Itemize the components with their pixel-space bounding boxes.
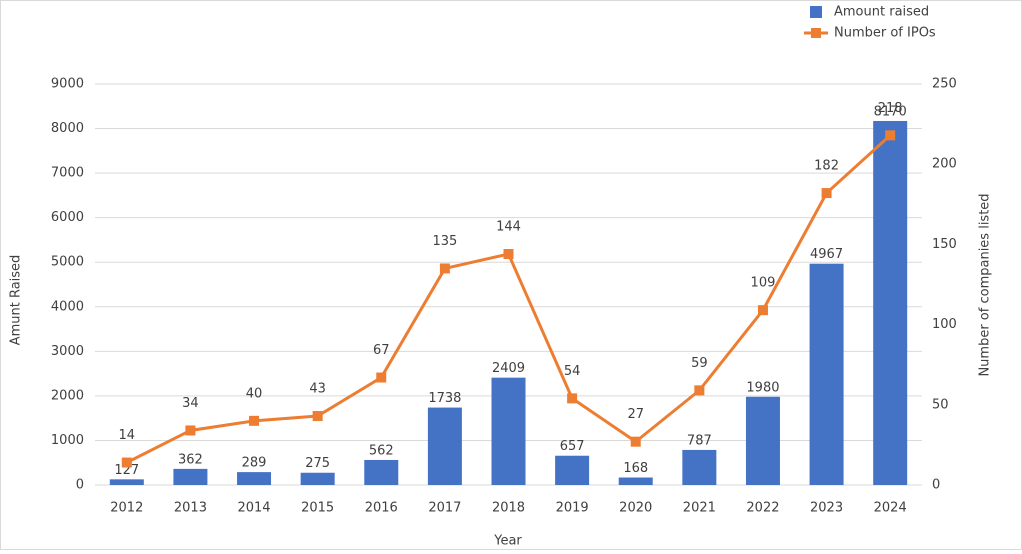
bar-value-label: 1980: [746, 380, 779, 395]
line-marker: [185, 425, 196, 436]
x-axis-label: Year: [493, 534, 522, 549]
bar: [809, 263, 844, 485]
legend-swatch: [810, 6, 822, 18]
bar-value-label: 289: [242, 456, 267, 471]
x-tick-label: 2020: [619, 501, 652, 516]
y2-tick-label: 100: [932, 317, 957, 332]
legend-swatch: [811, 28, 821, 38]
line-marker: [630, 436, 641, 447]
line-marker: [567, 393, 578, 404]
line-value-label: 218: [878, 101, 903, 116]
y-axis-label: Amunt Raised: [9, 255, 24, 346]
bar-value-label: 1738: [428, 391, 461, 406]
line-value-label: 144: [496, 220, 521, 235]
y-tick-label: 7000: [51, 166, 84, 181]
line-value-label: 27: [627, 407, 644, 422]
line-marker: [249, 415, 260, 426]
line-marker: [376, 372, 387, 383]
bar: [618, 477, 653, 485]
x-tick-label: 2013: [174, 501, 207, 516]
x-tick-label: 2018: [492, 501, 525, 516]
line-marker: [694, 385, 705, 396]
line-marker: [757, 305, 768, 316]
y-tick-label: 8000: [51, 121, 84, 136]
x-tick-label: 2015: [301, 501, 334, 516]
y-tick-label: 3000: [51, 344, 84, 359]
line-marker: [503, 249, 514, 260]
bar-value-label: 168: [623, 461, 648, 476]
x-tick-label: 2014: [237, 501, 270, 516]
line-value-label: 109: [751, 276, 776, 291]
bar: [300, 472, 335, 485]
line-marker: [121, 457, 132, 468]
bar-value-label: 127: [114, 463, 139, 478]
legend-label: Number of IPOs: [834, 26, 936, 41]
y-tick-label: 0: [76, 478, 84, 493]
bar: [682, 449, 717, 485]
bar: [427, 407, 462, 485]
x-tick-label: 2021: [683, 501, 716, 516]
y2-tick-label: 0: [932, 478, 940, 493]
legend-label: Amount raised: [834, 5, 929, 20]
x-tick-label: 2017: [428, 501, 461, 516]
bar: [491, 377, 526, 485]
bar-value-label: 362: [178, 452, 203, 467]
line-value-label: 14: [119, 428, 136, 443]
bar: [109, 479, 144, 485]
line-value-label: 182: [814, 159, 839, 174]
y2-tick-label: 50: [932, 397, 949, 412]
y2-tick-label: 250: [932, 77, 957, 92]
bar: [555, 455, 590, 485]
bar: [873, 120, 908, 485]
y-tick-label: 1000: [51, 433, 84, 448]
bar-value-label: 275: [305, 456, 330, 471]
bar: [173, 468, 208, 485]
y2-tick-label: 200: [932, 157, 957, 172]
bar-value-label: 787: [687, 433, 712, 448]
line-value-label: 34: [182, 396, 199, 411]
y-tick-label: 4000: [51, 299, 84, 314]
y-tick-label: 2000: [51, 388, 84, 403]
x-tick-label: 2012: [110, 501, 143, 516]
y-tick-label: 6000: [51, 210, 84, 225]
line-value-label: 135: [432, 234, 457, 249]
line-value-label: 59: [691, 356, 708, 371]
x-tick-label: 2023: [810, 501, 843, 516]
bar-value-label: 562: [369, 443, 394, 458]
y2-axis-label: Number of companies listed: [978, 193, 993, 376]
bar: [237, 472, 272, 485]
x-tick-label: 2016: [365, 501, 398, 516]
line-value-label: 43: [309, 382, 326, 397]
y-tick-label: 9000: [51, 77, 84, 92]
x-tick-label: 2022: [746, 501, 779, 516]
line-marker: [885, 130, 896, 141]
bar-value-label: 657: [560, 439, 585, 454]
bar-value-label: 8170: [874, 104, 907, 119]
line-value-label: 67: [373, 343, 390, 358]
line-marker: [439, 263, 450, 274]
bar-value-label: 2409: [492, 361, 525, 376]
y-tick-label: 5000: [51, 255, 84, 270]
bar: [364, 459, 399, 485]
bar: [745, 396, 780, 485]
y2-tick-label: 150: [932, 237, 957, 252]
line-value-label: 54: [564, 364, 581, 379]
x-tick-label: 2019: [556, 501, 589, 516]
line-marker: [821, 188, 832, 199]
line-value-label: 40: [246, 386, 263, 401]
bar-value-label: 4967: [810, 247, 843, 262]
line-marker: [312, 411, 323, 422]
x-tick-label: 2024: [874, 501, 907, 516]
